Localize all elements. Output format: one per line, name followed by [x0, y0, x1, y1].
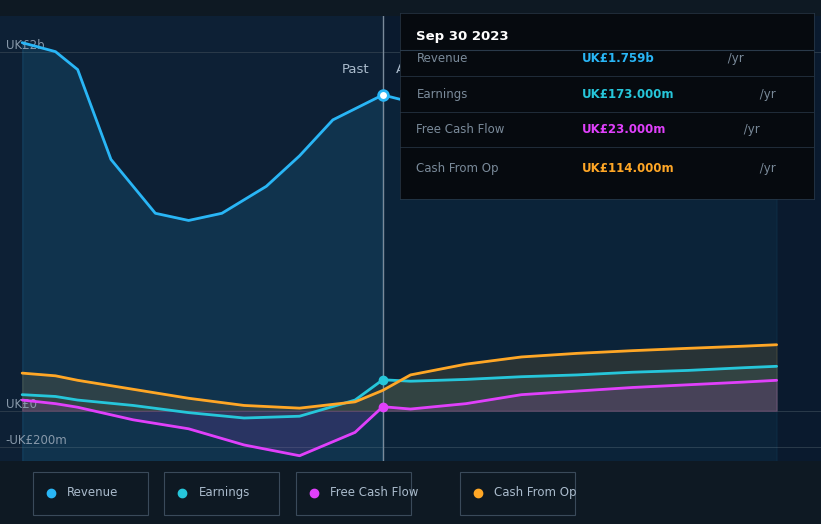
Text: UK£114.000m: UK£114.000m: [582, 162, 675, 175]
Text: /yr: /yr: [755, 88, 775, 101]
Text: Past: Past: [342, 63, 369, 76]
Text: /yr: /yr: [755, 162, 775, 175]
Text: UK£0: UK£0: [6, 398, 37, 411]
Bar: [383, 16, 821, 461]
Text: Analysts Forecasts: Analysts Forecasts: [396, 63, 520, 76]
Text: UK£2b: UK£2b: [6, 39, 44, 52]
Text: /yr: /yr: [724, 52, 744, 65]
Text: Cash From Op: Cash From Op: [416, 162, 499, 175]
Text: Revenue: Revenue: [67, 486, 119, 499]
Bar: [0, 16, 383, 461]
Text: UK£23.000m: UK£23.000m: [582, 123, 667, 136]
Text: Free Cash Flow: Free Cash Flow: [330, 486, 419, 499]
Text: Revenue: Revenue: [416, 52, 468, 65]
Text: Sep 30 2023: Sep 30 2023: [416, 30, 509, 43]
Text: Earnings: Earnings: [199, 486, 250, 499]
Text: /yr: /yr: [740, 123, 759, 136]
Text: Free Cash Flow: Free Cash Flow: [416, 123, 505, 136]
Text: -UK£200m: -UK£200m: [6, 434, 67, 447]
Text: UK£1.759b: UK£1.759b: [582, 52, 655, 65]
Text: Cash From Op: Cash From Op: [494, 486, 576, 499]
Text: UK£173.000m: UK£173.000m: [582, 88, 675, 101]
Text: Earnings: Earnings: [416, 88, 468, 101]
